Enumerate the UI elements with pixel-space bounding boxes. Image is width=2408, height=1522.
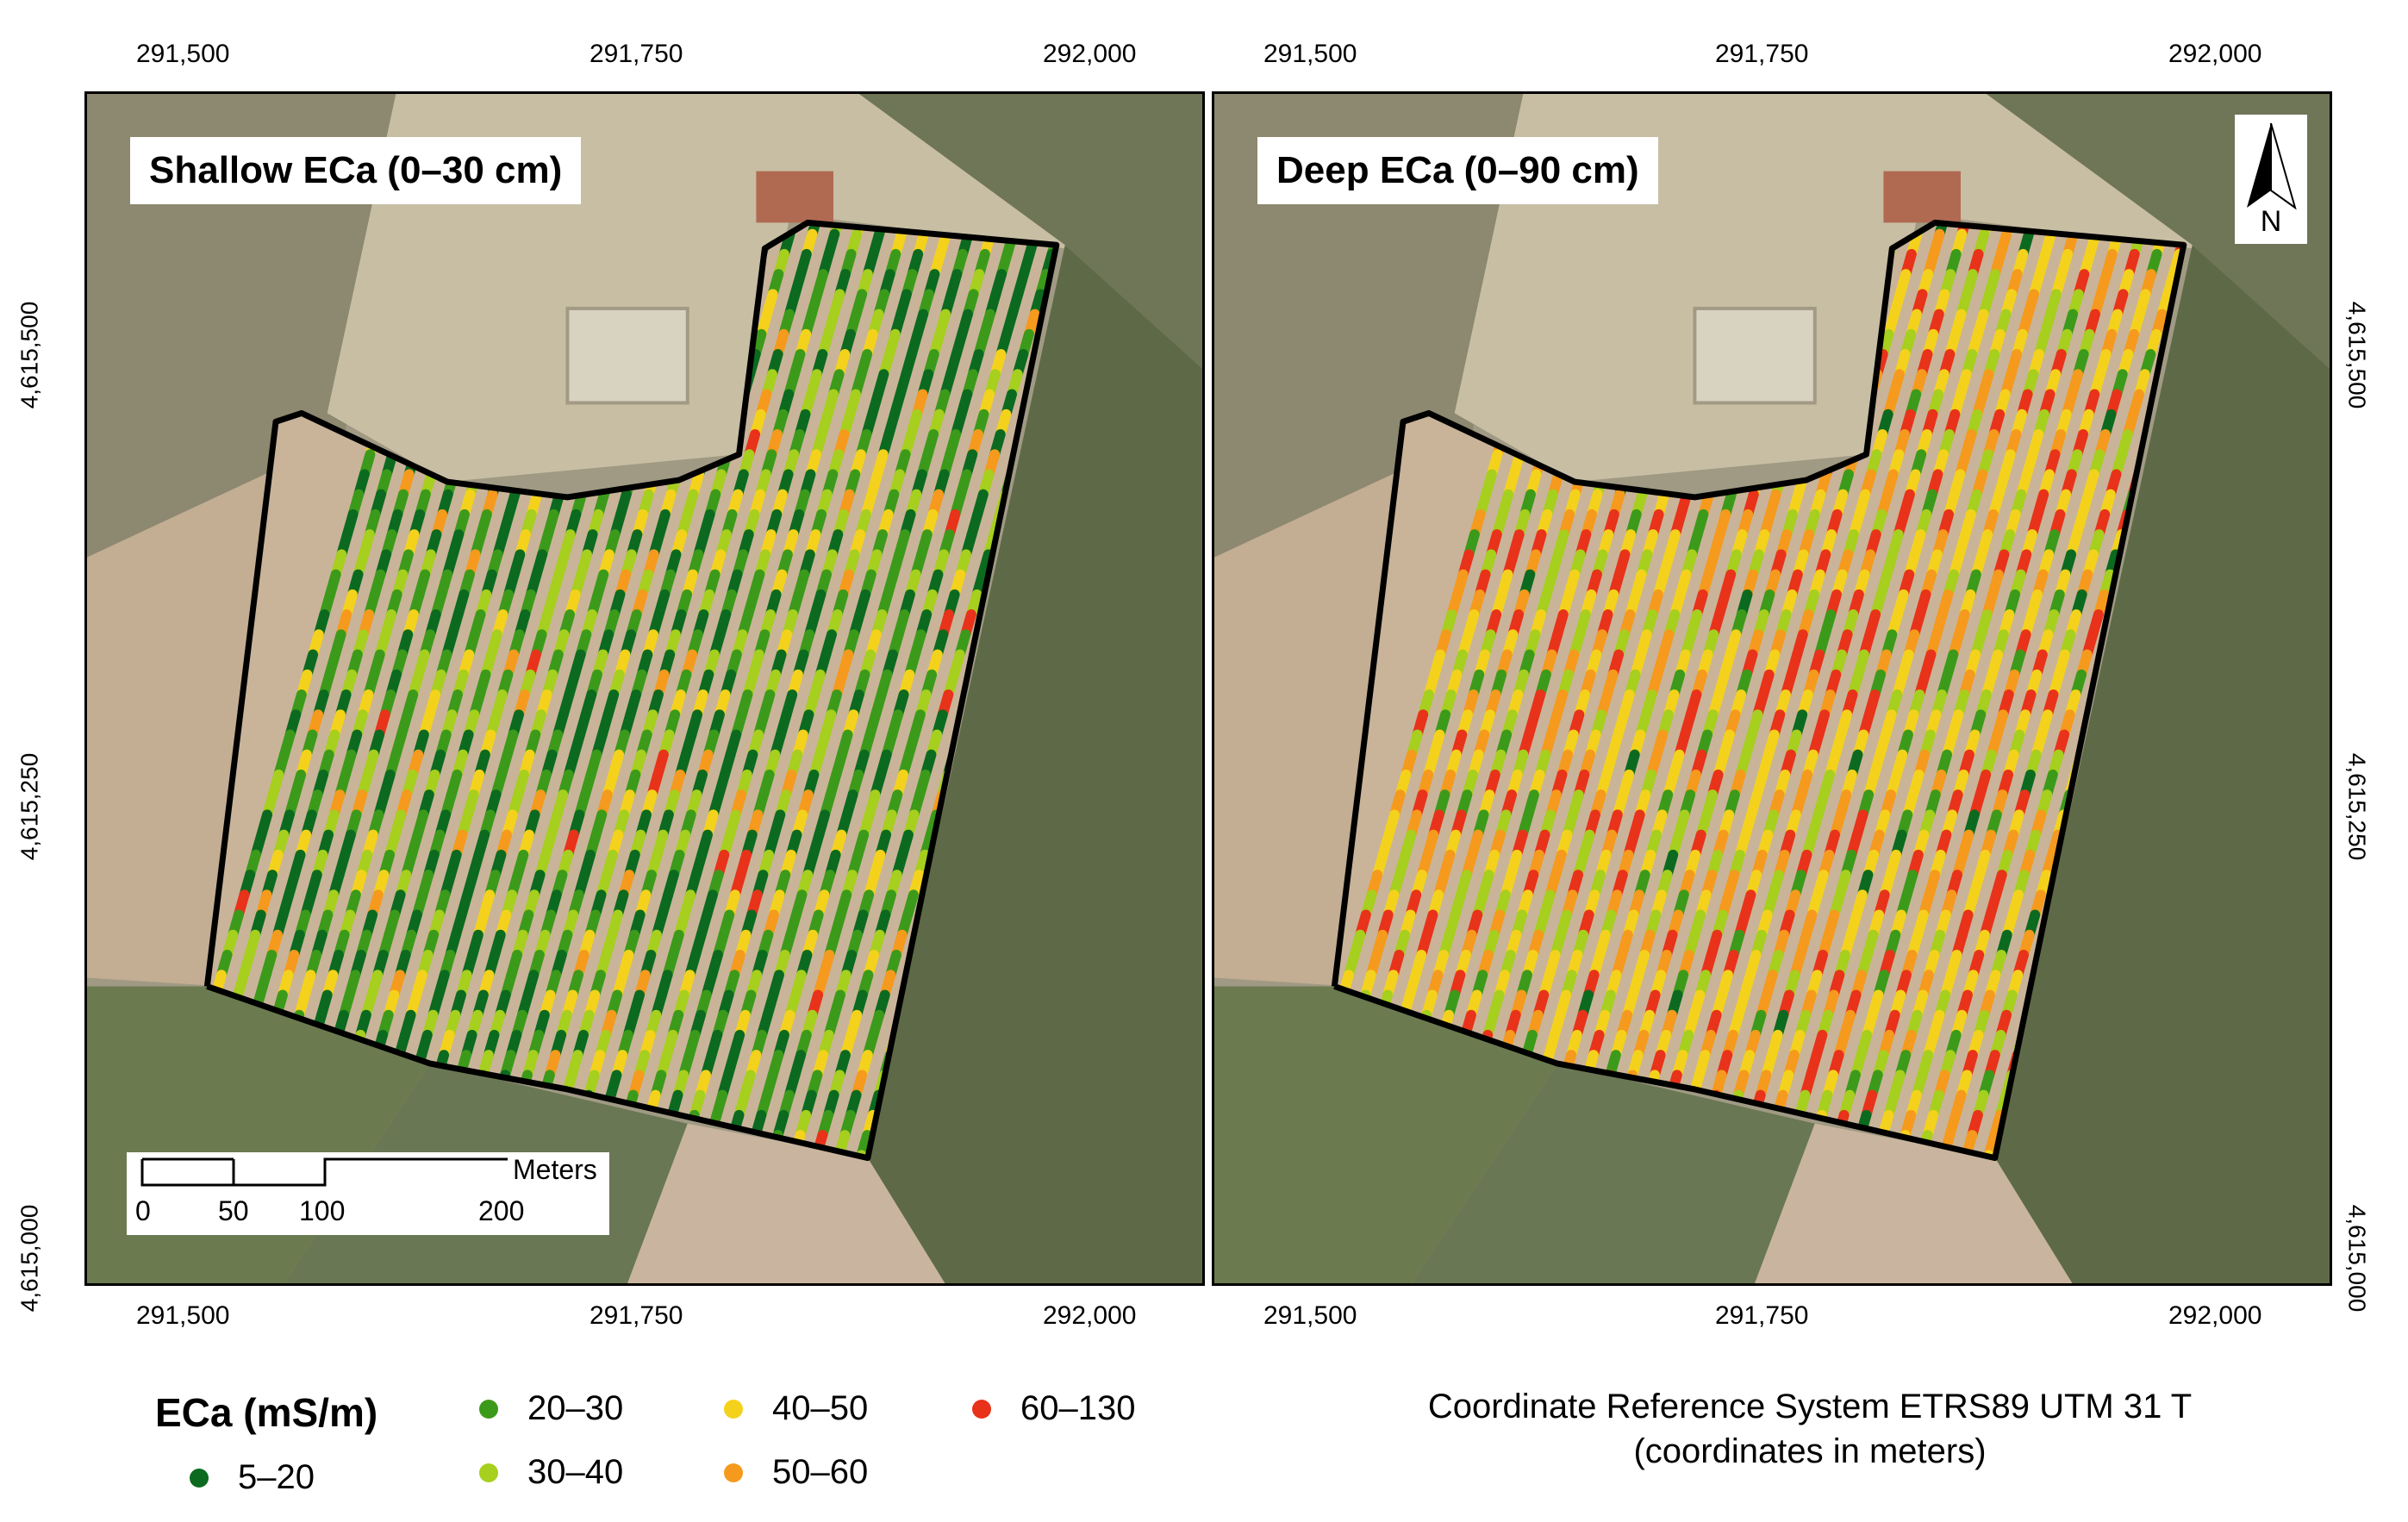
aerial-map-deep (1214, 94, 2330, 1283)
scale-label-50: 50 (218, 1195, 249, 1226)
x-tick-top-left-3: 292,000 (1043, 40, 1137, 68)
x-tick-bottom-right-3: 292,000 (2168, 1301, 2262, 1330)
map-title-shallow: Shallow ECa (0–30 cm) (130, 137, 582, 204)
legend-swatch (479, 1463, 498, 1482)
x-tick-top-left-2: 291,750 (590, 40, 683, 68)
scale-unit: Meters (513, 1154, 597, 1185)
scale-label-0: 0 (135, 1195, 151, 1226)
scale-bar: 0 50 100 200 Meters (127, 1152, 609, 1235)
map-panel-deep: Deep ECa (0–90 cm) N (1212, 91, 2332, 1286)
legend-title: ECa (mS/m) (155, 1390, 378, 1435)
y-tick-left-3: 4,615,000 (16, 1204, 43, 1313)
y-tick-right-2: 4,615,250 (2343, 752, 2371, 861)
x-tick-top-right-1: 291,500 (1263, 40, 1357, 68)
legend-item-50-60: 50–60 (724, 1453, 868, 1492)
x-tick-bottom-left-2: 291,750 (590, 1301, 683, 1330)
x-tick-bottom-left-1: 291,500 (136, 1301, 230, 1330)
legend-item-30-40: 30–40 (479, 1453, 623, 1492)
y-tick-right-3: 4,615,000 (2343, 1204, 2371, 1313)
legend-item-5-20: 5–20 (190, 1458, 315, 1497)
north-arrow-icon (2247, 122, 2297, 210)
aerial-map-shallow (87, 94, 1202, 1283)
legend-swatch (972, 1399, 991, 1419)
north-label: N (2260, 205, 2282, 238)
x-tick-top-right-2: 291,750 (1715, 40, 1809, 68)
legend-swatch (724, 1463, 743, 1482)
field-boundary (203, 219, 1060, 1162)
legend-item-40-50: 40–50 (724, 1389, 868, 1428)
legend-swatch (479, 1399, 498, 1419)
scale-label-100: 100 (299, 1195, 346, 1226)
field-boundary (1331, 219, 2187, 1162)
north-arrow: N (2235, 115, 2307, 244)
x-tick-top-left-1: 291,500 (136, 40, 230, 68)
y-tick-left-1: 4,615,500 (16, 301, 43, 409)
y-tick-right-1: 4,615,500 (2343, 301, 2371, 409)
crs-line-1: Coordinate Reference System ETRS89 UTM 3… (1427, 1388, 2193, 1425)
crs-note: Coordinate Reference System ETRS89 UTM 3… (1276, 1384, 2344, 1474)
legend-item-60-130: 60–130 (972, 1389, 1135, 1428)
map-title-deep: Deep ECa (0–90 cm) (1257, 137, 1658, 204)
crs-line-2: (coordinates in meters) (1633, 1432, 1987, 1470)
legend-swatch (190, 1468, 209, 1488)
y-tick-left-2: 4,615,250 (16, 752, 43, 861)
legend-swatch (724, 1399, 743, 1419)
map-panel-shallow: Shallow ECa (0–30 cm) 0 50 100 200 Meter… (84, 91, 1205, 1286)
x-tick-bottom-right-1: 291,500 (1263, 1301, 1357, 1330)
legend-item-20-30: 20–30 (479, 1389, 623, 1428)
x-tick-bottom-right-2: 291,750 (1715, 1301, 1809, 1330)
scale-label-200: 200 (478, 1195, 525, 1226)
x-tick-top-right-3: 292,000 (2168, 40, 2262, 68)
x-tick-bottom-left-3: 292,000 (1043, 1301, 1137, 1330)
